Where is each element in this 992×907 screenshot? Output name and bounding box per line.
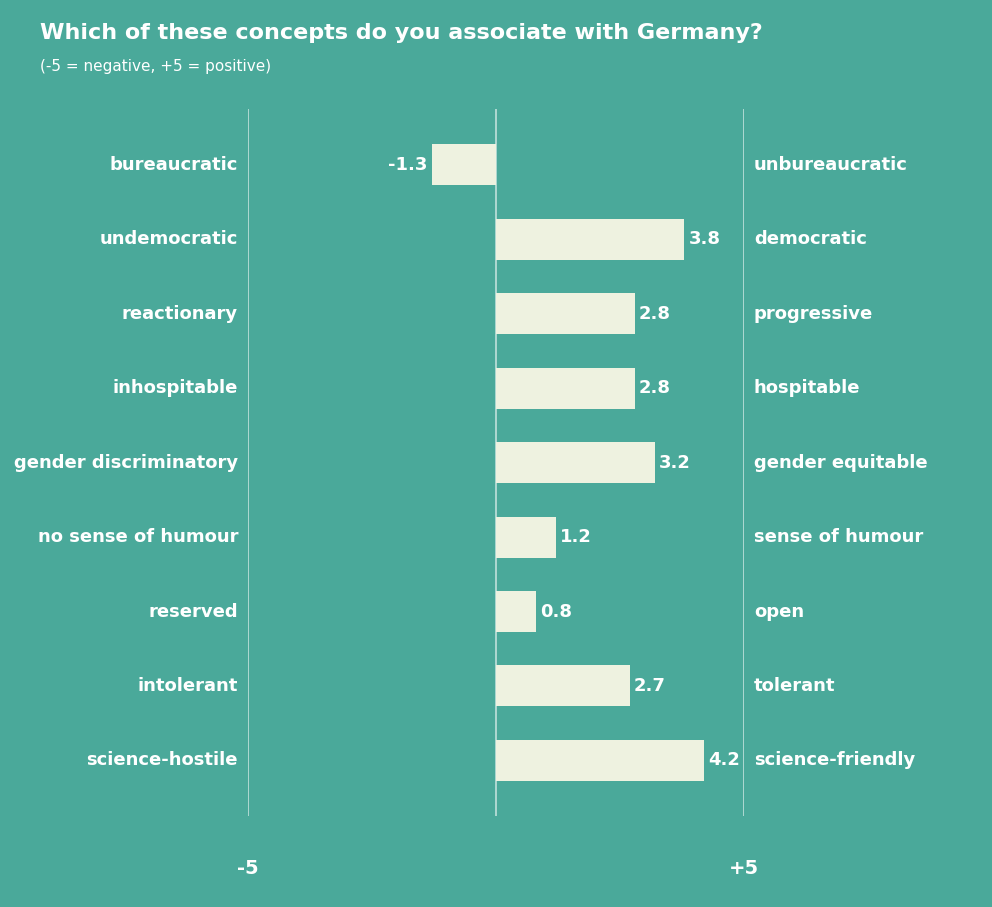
Text: sense of humour: sense of humour xyxy=(754,528,924,546)
Text: 2.7: 2.7 xyxy=(634,677,666,695)
Bar xyxy=(496,367,635,408)
Text: open: open xyxy=(754,602,805,620)
Bar xyxy=(496,591,536,632)
Text: gender discriminatory: gender discriminatory xyxy=(14,454,238,472)
Bar xyxy=(496,517,556,558)
Text: 3.2: 3.2 xyxy=(659,454,690,472)
Bar xyxy=(496,442,655,483)
Text: 4.2: 4.2 xyxy=(708,751,740,769)
Text: intolerant: intolerant xyxy=(138,677,238,695)
Bar xyxy=(432,144,496,185)
Text: unbureaucratic: unbureaucratic xyxy=(754,156,908,174)
Text: (-5 = negative, +5 = positive): (-5 = negative, +5 = positive) xyxy=(40,59,271,74)
Bar xyxy=(496,219,684,259)
Bar xyxy=(496,293,635,334)
Text: undemocratic: undemocratic xyxy=(100,230,238,249)
Bar xyxy=(496,740,704,781)
Bar xyxy=(496,666,630,707)
Text: science-hostile: science-hostile xyxy=(86,751,238,769)
Text: inhospitable: inhospitable xyxy=(113,379,238,397)
Text: reactionary: reactionary xyxy=(122,305,238,323)
Text: 1.2: 1.2 xyxy=(559,528,591,546)
Text: -1.3: -1.3 xyxy=(388,156,428,174)
Text: gender equitable: gender equitable xyxy=(754,454,928,472)
Text: 2.8: 2.8 xyxy=(639,305,671,323)
Text: hospitable: hospitable xyxy=(754,379,860,397)
Text: +5: +5 xyxy=(729,859,759,878)
Text: 2.8: 2.8 xyxy=(639,379,671,397)
Text: progressive: progressive xyxy=(754,305,873,323)
Text: -5: -5 xyxy=(237,859,259,878)
Text: no sense of humour: no sense of humour xyxy=(38,528,238,546)
Text: science-friendly: science-friendly xyxy=(754,751,916,769)
Text: democratic: democratic xyxy=(754,230,867,249)
Text: bureaucratic: bureaucratic xyxy=(110,156,238,174)
Text: Which of these concepts do you associate with Germany?: Which of these concepts do you associate… xyxy=(40,23,763,43)
Text: reserved: reserved xyxy=(149,602,238,620)
Text: 0.8: 0.8 xyxy=(540,602,571,620)
Text: 3.8: 3.8 xyxy=(688,230,720,249)
Text: tolerant: tolerant xyxy=(754,677,835,695)
